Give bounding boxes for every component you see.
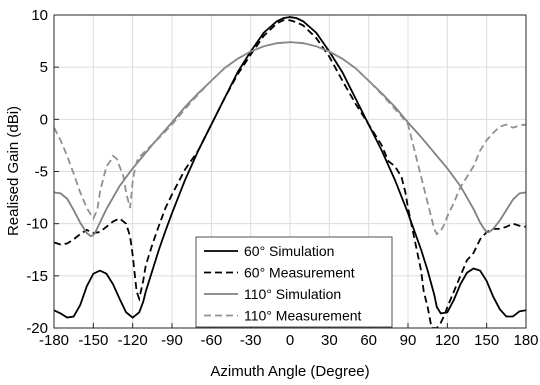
y-tick-label: 5 — [40, 59, 48, 76]
x-tick-label: -30 — [240, 332, 262, 349]
x-tick-labels: -180 -150 -120 -90 -60 -30 0 30 60 90 120 150 180 — [39, 332, 539, 349]
legend: 60° Simulation 60° Measurement 110° Simula… — [195, 236, 393, 328]
series-line-60-simulation — [54, 16, 526, 319]
series-layer — [54, 16, 526, 328]
x-tick-label: -60 — [200, 332, 222, 349]
x-tick-label: -120 — [118, 332, 148, 349]
legend-label-60-simulation: 60° Simulation — [244, 243, 334, 259]
x-tick-label: 30 — [321, 332, 338, 349]
x-tick-label: 60 — [360, 332, 377, 349]
legend-box — [195, 236, 393, 328]
x-tick-label: -150 — [78, 332, 108, 349]
y-tick-label: -15 — [26, 268, 48, 285]
y-axis-label: Realised Gain (dBi) — [5, 106, 22, 236]
x-tick-label: 90 — [400, 332, 417, 349]
x-tick-label: 180 — [513, 332, 538, 349]
legend-label-110-measurement: 110° Measurement — [244, 308, 362, 324]
plot-frame — [53, 14, 527, 329]
x-tick-label: 150 — [474, 332, 499, 349]
y-tick-label: 10 — [31, 7, 48, 24]
x-tick-label: -180 — [39, 332, 69, 349]
y-tick-labels: -20 -15 -10 -5 0 5 10 — [26, 7, 48, 337]
y-tick-label: -10 — [26, 216, 48, 233]
legend-label-110-simulation: 110° Simulation — [244, 286, 341, 302]
series-line-60-measurement — [54, 19, 526, 328]
y-tick-label: -20 — [26, 320, 48, 337]
x-tick-label: 0 — [286, 332, 294, 349]
x-tick-label: 120 — [435, 332, 460, 349]
y-tick-label: -5 — [35, 164, 48, 181]
x-axis-label: Azimuth Angle (Degree) — [210, 363, 369, 380]
x-tick-label: -90 — [161, 332, 183, 349]
legend-label-60-measurement: 60° Measurement — [244, 265, 355, 281]
series-line-110-measurement — [54, 41, 526, 236]
y-tick-label: 0 — [40, 111, 48, 128]
